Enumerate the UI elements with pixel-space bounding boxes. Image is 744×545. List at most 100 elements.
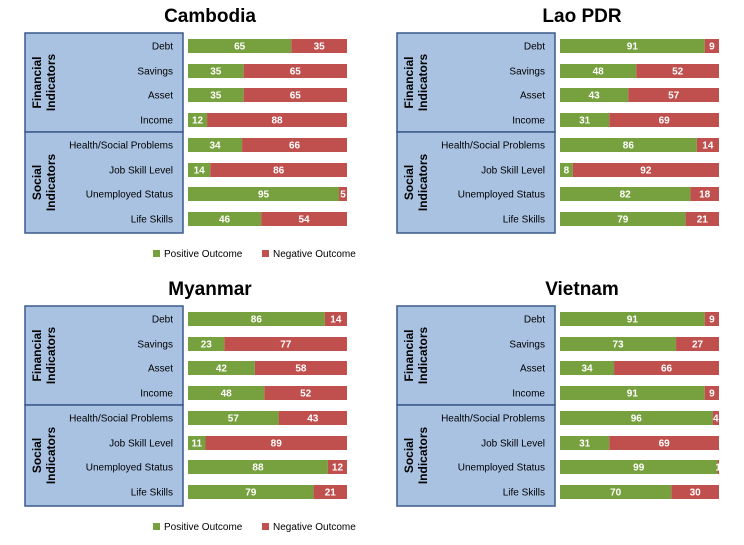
group-label: FinancialIndicators xyxy=(30,54,58,112)
bar-positive xyxy=(560,386,705,400)
data-label: 35 xyxy=(210,91,222,102)
group-label-line: Financial xyxy=(402,56,416,108)
data-label: 79 xyxy=(245,488,257,499)
group-panel xyxy=(24,305,184,406)
legend-label: Positive Outcome xyxy=(164,249,243,260)
bar-negative xyxy=(671,485,719,499)
data-label: 43 xyxy=(307,414,319,425)
category-label: Debt xyxy=(524,315,545,326)
group-label: FinancialIndicators xyxy=(402,54,430,112)
data-label: 79 xyxy=(617,215,629,226)
bar-positive xyxy=(188,337,225,351)
data-label: 91 xyxy=(627,315,639,326)
group-label-line: Indicators xyxy=(416,154,430,212)
bar-positive xyxy=(560,411,713,425)
bar-positive xyxy=(188,312,325,326)
group-label-line: Financial xyxy=(30,329,44,381)
group-panel xyxy=(24,131,184,234)
data-label: 23 xyxy=(201,340,213,351)
category-label: Life Skills xyxy=(503,215,545,226)
group-label: SocialIndicators xyxy=(402,154,430,212)
data-label: 86 xyxy=(623,141,635,152)
bar-positive xyxy=(188,113,208,127)
category-label: Debt xyxy=(152,315,173,326)
category-label: Savings xyxy=(509,340,545,351)
bar-negative xyxy=(264,386,347,400)
group-label-line: Social xyxy=(30,165,44,200)
category-label: Asset xyxy=(520,364,545,375)
bar-positive xyxy=(188,411,279,425)
data-label: 27 xyxy=(692,340,704,351)
bar-negative xyxy=(243,64,347,78)
data-label: 66 xyxy=(289,141,301,152)
data-label: 66 xyxy=(661,364,673,375)
bar-negative xyxy=(690,187,719,201)
category-label: Debt xyxy=(524,42,545,53)
data-label: 35 xyxy=(210,67,222,78)
data-label: 52 xyxy=(672,67,684,78)
data-label: 57 xyxy=(668,91,680,102)
group-panel xyxy=(24,404,184,507)
data-label: 9 xyxy=(709,315,715,326)
bar-negative xyxy=(313,485,347,499)
data-label: 9 xyxy=(709,389,715,400)
chart-title: Vietnam xyxy=(545,279,619,300)
data-label: 35 xyxy=(314,42,326,53)
group-label: SocialIndicators xyxy=(30,154,58,212)
data-label: 18 xyxy=(699,190,711,201)
chart-title: Myanmar xyxy=(168,279,252,300)
bar-positive xyxy=(188,88,244,102)
bar-negative xyxy=(614,361,719,375)
data-label: 21 xyxy=(325,488,337,499)
data-label: 91 xyxy=(627,42,639,53)
category-label: Debt xyxy=(152,42,173,53)
data-label: 95 xyxy=(258,190,270,201)
category-label: Life Skills xyxy=(131,215,173,226)
data-label: 65 xyxy=(234,42,246,53)
legend-swatch xyxy=(153,250,160,257)
category-label: Savings xyxy=(137,340,173,351)
bar-positive xyxy=(560,138,697,152)
bar-positive xyxy=(560,187,691,201)
group-label-line: Indicators xyxy=(416,427,430,485)
chart-title: Lao PDR xyxy=(542,6,621,27)
group-label-line: Social xyxy=(30,438,44,473)
category-label: Job Skill Level xyxy=(109,166,173,177)
chart-svg: CambodiaFinancialIndicatorsSocialIndicat… xyxy=(24,6,356,260)
data-label: 1 xyxy=(715,463,721,474)
group-label: SocialIndicators xyxy=(30,427,58,485)
group-label-line: Indicators xyxy=(44,54,58,112)
group-label: FinancialIndicators xyxy=(30,327,58,385)
data-label: 92 xyxy=(640,166,652,177)
bar-negative xyxy=(685,212,719,226)
bar-negative xyxy=(628,88,719,102)
group-label-line: Financial xyxy=(30,56,44,108)
category-label: Health/Social Problems xyxy=(441,414,545,425)
group-label: FinancialIndicators xyxy=(402,327,430,385)
chart-myanmar: Myanmar FinancialIndicators SocialIndicato… xyxy=(0,273,372,545)
legend-label: Positive Outcome xyxy=(164,522,243,533)
data-label: 88 xyxy=(252,463,264,474)
bar-positive xyxy=(560,39,705,53)
data-label: 48 xyxy=(593,67,605,78)
bar-positive xyxy=(560,436,610,450)
data-label: 30 xyxy=(690,488,702,499)
bar-positive xyxy=(560,485,672,499)
bar-negative xyxy=(609,113,719,127)
group-panel xyxy=(24,32,184,133)
data-label: 12 xyxy=(192,116,204,127)
legend-swatch xyxy=(262,523,269,530)
group-label-line: Indicators xyxy=(44,427,58,485)
bar-negative xyxy=(704,312,719,326)
category-label: Unemployed Status xyxy=(458,190,545,201)
bar-positive xyxy=(560,361,615,375)
data-label: 99 xyxy=(633,463,645,474)
legend-swatch xyxy=(262,250,269,257)
group-label: SocialIndicators xyxy=(402,427,430,485)
data-label: 12 xyxy=(332,463,344,474)
data-label: 58 xyxy=(295,364,307,375)
legend-swatch xyxy=(153,523,160,530)
bar-positive xyxy=(188,163,211,177)
data-label: 65 xyxy=(290,91,302,102)
category-label: Job Skill Level xyxy=(481,439,545,450)
